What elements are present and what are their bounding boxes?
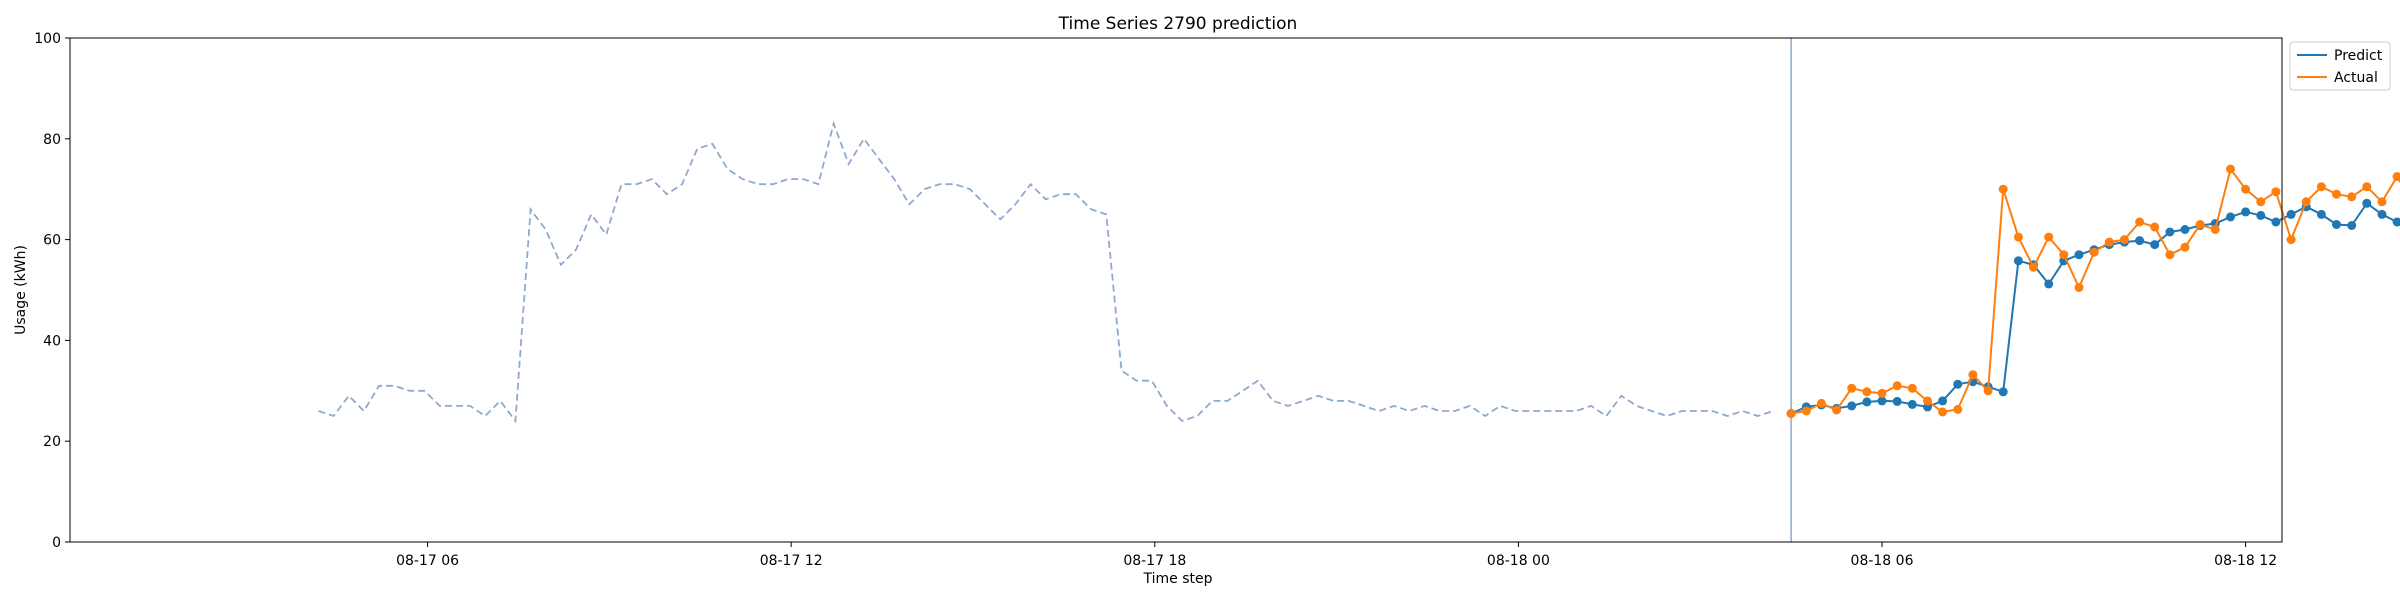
actual-data-point: [2210, 225, 2220, 234]
legend-label-predict: Predict: [2334, 48, 2383, 64]
x-tick-label: 08-17 18: [1123, 553, 1186, 569]
x-tick-label: 08-18 12: [2214, 553, 2277, 569]
predict-data-point: [1847, 401, 1857, 411]
actual-data-point: [2195, 220, 2205, 229]
predict-data-point: [2362, 198, 2372, 208]
predict-data-point: [2074, 250, 2084, 260]
actual-data-point: [1953, 404, 1963, 414]
plot-frame: [69, 37, 2283, 543]
actual-data-point: [1816, 398, 1826, 408]
predict-data-point: [2013, 256, 2023, 266]
legend: Predict Actual: [2289, 41, 2391, 91]
legend-label-actual: Actual: [2334, 70, 2378, 86]
actual-data-point: [1832, 405, 1842, 415]
predict-data-point: [2347, 221, 2357, 230]
actual-data-point: [1892, 381, 1902, 391]
actual-data-point: [2362, 182, 2372, 192]
actual-data-point: [1998, 184, 2008, 194]
predict-data-point: [1862, 397, 1872, 407]
actual-data-point: [2256, 197, 2266, 207]
actual-data-point: [1907, 383, 1917, 393]
y-tick-label: 60: [43, 233, 61, 249]
actual-data-point: [2150, 222, 2160, 232]
predict-data-point: [2286, 209, 2296, 219]
actual-data-point: [2347, 192, 2357, 202]
x-tick-label: 08-17 12: [760, 553, 823, 569]
actual-data-point: [2226, 164, 2235, 174]
y-tick-label: 0: [52, 535, 61, 551]
actual-data-point: [2119, 235, 2129, 245]
predict-data-point: [2150, 240, 2160, 250]
predict-data-point: [1998, 387, 2008, 397]
predict-data-point: [2377, 209, 2387, 219]
y-tick-label: 20: [43, 434, 61, 450]
predict-data-point: [2044, 279, 2054, 289]
actual-data-point: [2059, 250, 2069, 260]
predict-series-line: [1790, 201, 2400, 415]
actual-data-point: [1786, 409, 1796, 418]
x-tick-label: 08-18 00: [1487, 553, 1550, 569]
actual-data-point: [1877, 388, 1887, 398]
predict-data-point: [2271, 217, 2281, 227]
predict-data-point: [2392, 217, 2400, 227]
actual-data-point: [1862, 387, 1872, 397]
actual-data-point: [2301, 197, 2311, 207]
predict-data-point: [2180, 225, 2190, 234]
plot-area: 0 20 40 60 80 100 08-17 06 08-17 12 08-17 18 08-1…: [34, 31, 2400, 569]
actual-data-point: [1923, 396, 1932, 406]
predict-data-point: [1892, 396, 1902, 406]
actual-data-point: [2089, 247, 2099, 257]
predict-data-point: [1953, 379, 1963, 389]
history-series-line: [318, 120, 1774, 424]
actual-data-point: [2044, 232, 2054, 242]
actual-data-point: [2286, 235, 2296, 245]
actual-data-point: [2271, 187, 2281, 197]
actual-data-point: [2135, 217, 2145, 227]
actual-data-point: [2029, 262, 2038, 272]
x-tick-label: 08-18 06: [1851, 553, 1914, 569]
predict-data-point: [2135, 236, 2145, 246]
actual-series-line: [1790, 166, 2400, 415]
actual-data-point: [1938, 407, 1948, 417]
y-tick-label: 40: [43, 333, 61, 349]
predict-data-point: [1907, 399, 1917, 409]
x-axis-label: Time step: [1143, 571, 1213, 587]
y-tick-label: 80: [43, 132, 61, 148]
actual-data-point: [2241, 184, 2251, 194]
actual-data-point: [2104, 237, 2114, 247]
x-tick-label: 08-17 06: [396, 553, 459, 569]
actual-data-point: [2377, 197, 2387, 207]
chart-title: Time Series 2790 prediction: [1058, 14, 1298, 34]
actual-data-point: [1968, 370, 1978, 380]
actual-data-point: [1847, 383, 1857, 393]
predict-data-point: [1877, 396, 1887, 406]
predict-data-point: [2316, 209, 2326, 219]
actual-data-point: [2165, 250, 2175, 260]
y-tick-label: 100: [34, 31, 61, 47]
predict-data-point: [2332, 220, 2341, 229]
actual-data-point: [1801, 406, 1811, 416]
predict-data-point: [2241, 207, 2251, 217]
predict-data-point: [2256, 210, 2266, 220]
actual-data-point: [2074, 283, 2084, 292]
actual-data-point: [2332, 189, 2341, 199]
predict-data-point: [1938, 396, 1948, 406]
y-axis-label: Usage (kWh): [13, 245, 29, 335]
predict-data-point: [2165, 227, 2175, 237]
actual-data-point: [2392, 172, 2400, 182]
actual-data-point: [2180, 242, 2190, 252]
actual-data-point: [1983, 386, 1993, 396]
actual-data-point: [2316, 182, 2326, 192]
actual-data-point: [2013, 232, 2023, 242]
predict-data-point: [2226, 212, 2235, 222]
